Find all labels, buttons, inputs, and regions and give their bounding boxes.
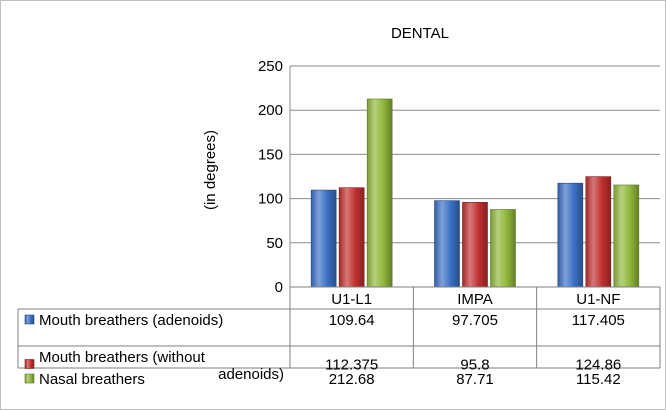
bar: [613, 184, 640, 288]
data-label: 112.375: [325, 357, 378, 374]
legend-label: Nasal breathers: [39, 371, 145, 388]
data-label: 109.64: [329, 312, 375, 329]
chart-title: DENTAL: [391, 25, 449, 42]
x-tick-label: U1-NF: [576, 291, 620, 308]
bar: [338, 187, 365, 288]
data-table: U1-L1 IMPA U1-NF Mouth breathers (adenoids)…: [17, 286, 661, 388]
data-label: 117.405: [572, 312, 625, 329]
y-tick-label: 150: [258, 146, 283, 163]
legend-label: adenoids): [218, 366, 284, 383]
x-tick-label: IMPA: [457, 291, 493, 308]
data-label: 87.71: [456, 371, 494, 388]
data-label: 212.68: [329, 371, 375, 388]
y-tick-label: 100: [258, 191, 283, 208]
x-tick-label: U1-L1: [331, 291, 372, 308]
bar: [366, 98, 393, 288]
bar: [434, 200, 460, 288]
bar: [462, 202, 488, 288]
legend-swatch: [24, 314, 35, 325]
bar: [557, 182, 584, 288]
bar: [310, 189, 337, 288]
y-tick-label: 0: [275, 279, 283, 296]
data-label: 97.705: [452, 312, 498, 329]
bar: [490, 209, 516, 288]
bars: [310, 98, 640, 288]
y-tick-labels: 0 50 100 150 200 250: [258, 58, 283, 296]
y-tick-label: 200: [258, 102, 283, 119]
bar: [585, 176, 612, 288]
legend-label: Mouth breathers (adenoids): [39, 312, 223, 329]
data-label: 115.42: [576, 371, 621, 388]
data-label: 95.8: [460, 357, 489, 374]
legend-swatch: [24, 373, 35, 384]
y-tick-label: 50: [266, 235, 283, 252]
y-axis-label: (in degrees): [202, 130, 219, 210]
y-tick-label: 250: [258, 58, 283, 75]
data-label: 124.86: [575, 357, 621, 374]
legend-label: Mouth breathers (without: [39, 349, 206, 366]
legend-swatch: [24, 359, 35, 369]
